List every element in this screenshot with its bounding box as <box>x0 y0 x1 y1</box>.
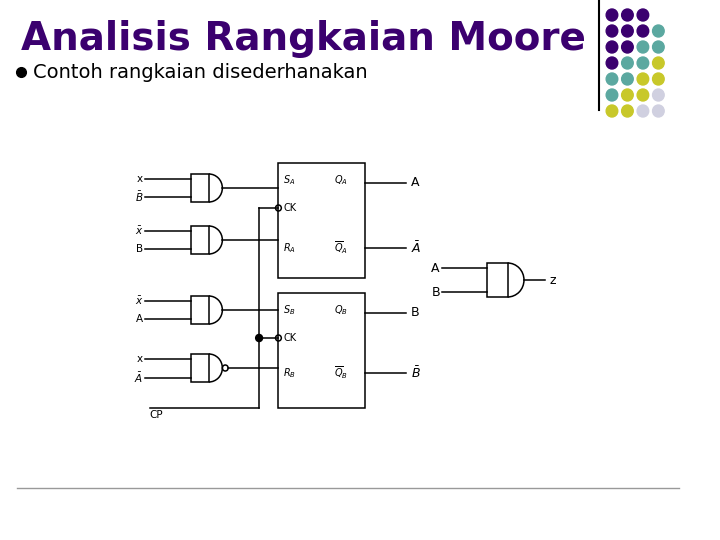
Text: x: x <box>137 354 143 364</box>
Text: $R_A$: $R_A$ <box>283 241 296 255</box>
Text: B: B <box>431 286 440 299</box>
Text: A: A <box>411 177 419 190</box>
Circle shape <box>652 25 664 37</box>
Circle shape <box>606 73 618 85</box>
Circle shape <box>621 73 633 85</box>
Text: B: B <box>136 244 143 254</box>
Text: $\bar{B}$: $\bar{B}$ <box>135 190 143 204</box>
Circle shape <box>256 334 263 341</box>
Circle shape <box>637 9 649 21</box>
Text: CK: CK <box>283 333 297 343</box>
Circle shape <box>637 89 649 101</box>
Text: CK: CK <box>283 203 297 213</box>
Text: $\bar{x}$: $\bar{x}$ <box>135 225 143 237</box>
Circle shape <box>606 41 618 53</box>
Text: $S_B$: $S_B$ <box>283 303 296 317</box>
Text: $\bar{A}$: $\bar{A}$ <box>134 371 143 385</box>
Circle shape <box>637 105 649 117</box>
Circle shape <box>606 9 618 21</box>
Circle shape <box>606 57 618 69</box>
Text: x: x <box>137 174 143 184</box>
Text: z: z <box>549 273 556 287</box>
Text: $\bar{x}$: $\bar{x}$ <box>135 295 143 307</box>
Bar <box>487 263 508 297</box>
Circle shape <box>652 89 664 101</box>
Circle shape <box>606 105 618 117</box>
Circle shape <box>652 41 664 53</box>
Circle shape <box>637 57 649 69</box>
Circle shape <box>621 9 633 21</box>
Circle shape <box>606 25 618 37</box>
Text: Contoh rangkaian disederhanakan: Contoh rangkaian disederhanakan <box>33 63 367 82</box>
Text: A: A <box>136 314 143 324</box>
Text: A: A <box>431 261 440 274</box>
Circle shape <box>621 105 633 117</box>
Circle shape <box>652 105 664 117</box>
Circle shape <box>621 25 633 37</box>
Bar <box>192 226 209 254</box>
Text: CP: CP <box>150 410 163 420</box>
Text: $\bar{B}$: $\bar{B}$ <box>411 365 420 381</box>
Bar <box>192 354 209 382</box>
Text: $\bar{A}$: $\bar{A}$ <box>411 240 421 256</box>
Text: B: B <box>411 307 420 320</box>
Text: Analisis Rangkaian Moore: Analisis Rangkaian Moore <box>22 20 586 58</box>
Text: $S_A$: $S_A$ <box>283 173 296 187</box>
Circle shape <box>637 73 649 85</box>
Circle shape <box>621 57 633 69</box>
Text: $\overline{Q}_B$: $\overline{Q}_B$ <box>333 365 348 381</box>
Text: $Q_B$: $Q_B$ <box>333 303 348 317</box>
Text: $Q_A$: $Q_A$ <box>333 173 347 187</box>
Circle shape <box>652 73 664 85</box>
Circle shape <box>606 89 618 101</box>
Circle shape <box>621 89 633 101</box>
Circle shape <box>637 25 649 37</box>
Text: $R_B$: $R_B$ <box>283 366 296 380</box>
Bar <box>279 163 366 278</box>
Circle shape <box>652 57 664 69</box>
Circle shape <box>621 41 633 53</box>
Text: $\overline{Q}_A$: $\overline{Q}_A$ <box>333 240 348 256</box>
Bar <box>192 174 209 202</box>
Circle shape <box>637 41 649 53</box>
Bar <box>279 293 366 408</box>
Bar <box>192 296 209 324</box>
